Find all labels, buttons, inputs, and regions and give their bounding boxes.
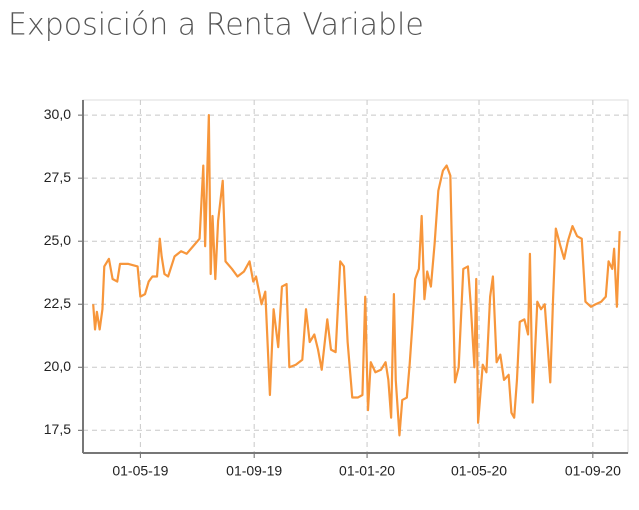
y-tick-label: 25,0 [44, 232, 71, 248]
x-tick-label: 01-09-20 [565, 463, 621, 479]
y-tick-label: 27,5 [44, 169, 71, 185]
y-tick-label: 20,0 [44, 358, 71, 374]
x-tick-label: 01-05-20 [451, 463, 507, 479]
y-tick-label: 30,0 [44, 106, 71, 122]
y-tick-label: 17,5 [44, 421, 71, 437]
chart-title: Exposición a Renta Variable [8, 8, 424, 43]
plot-frame [82, 99, 629, 454]
data-line [92, 114, 621, 437]
x-tick-label: 01-09-19 [226, 463, 282, 479]
x-tick-label: 01-05-19 [112, 463, 168, 479]
y-tick-label: 22,5 [44, 295, 71, 311]
x-tick-label: 01-01-20 [339, 463, 395, 479]
